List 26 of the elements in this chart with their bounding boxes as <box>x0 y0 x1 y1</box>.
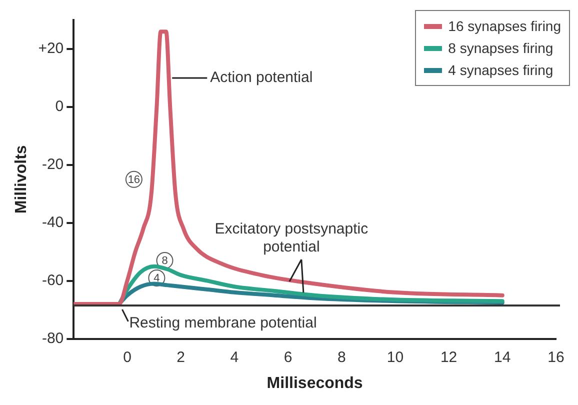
y-tick-label: 0 <box>55 98 64 116</box>
x-tick-label: 12 <box>440 348 458 366</box>
annotation: Excitatory postsynaptic potential <box>214 220 369 256</box>
y-tick-label: +20 <box>38 40 64 58</box>
x-tick-label: 2 <box>176 348 186 366</box>
x-tick-label: 0 <box>123 348 132 366</box>
x-tick-label: 6 <box>284 348 292 366</box>
y-tick-label: -40 <box>42 214 64 232</box>
annotation: Action potential <box>210 69 313 86</box>
y-tick-label: -20 <box>42 156 64 174</box>
x-tick-label: 8 <box>337 348 346 366</box>
x-tick-label: 10 <box>386 348 404 366</box>
x-axis-title: Milliseconds <box>266 374 363 392</box>
x-tick-label: 4 <box>230 348 239 366</box>
x-tick-label: 16 <box>548 348 564 366</box>
legend-label: 4 synapses firing <box>448 61 554 80</box>
legend-label: 16 synapses firing <box>448 17 561 36</box>
annotation: 8 <box>162 255 168 268</box>
y-tick-label: -80 <box>42 330 64 347</box>
y-tick-label: -60 <box>42 272 64 289</box>
y-axis-title: Millivolts <box>13 145 30 214</box>
legend-label: 8 synapses firing <box>448 39 554 58</box>
x-tick-label: 14 <box>494 348 511 366</box>
annotation: Resting membrane potential <box>129 314 317 332</box>
annotation: 4 <box>154 272 160 284</box>
annotation: 16 <box>128 174 140 186</box>
